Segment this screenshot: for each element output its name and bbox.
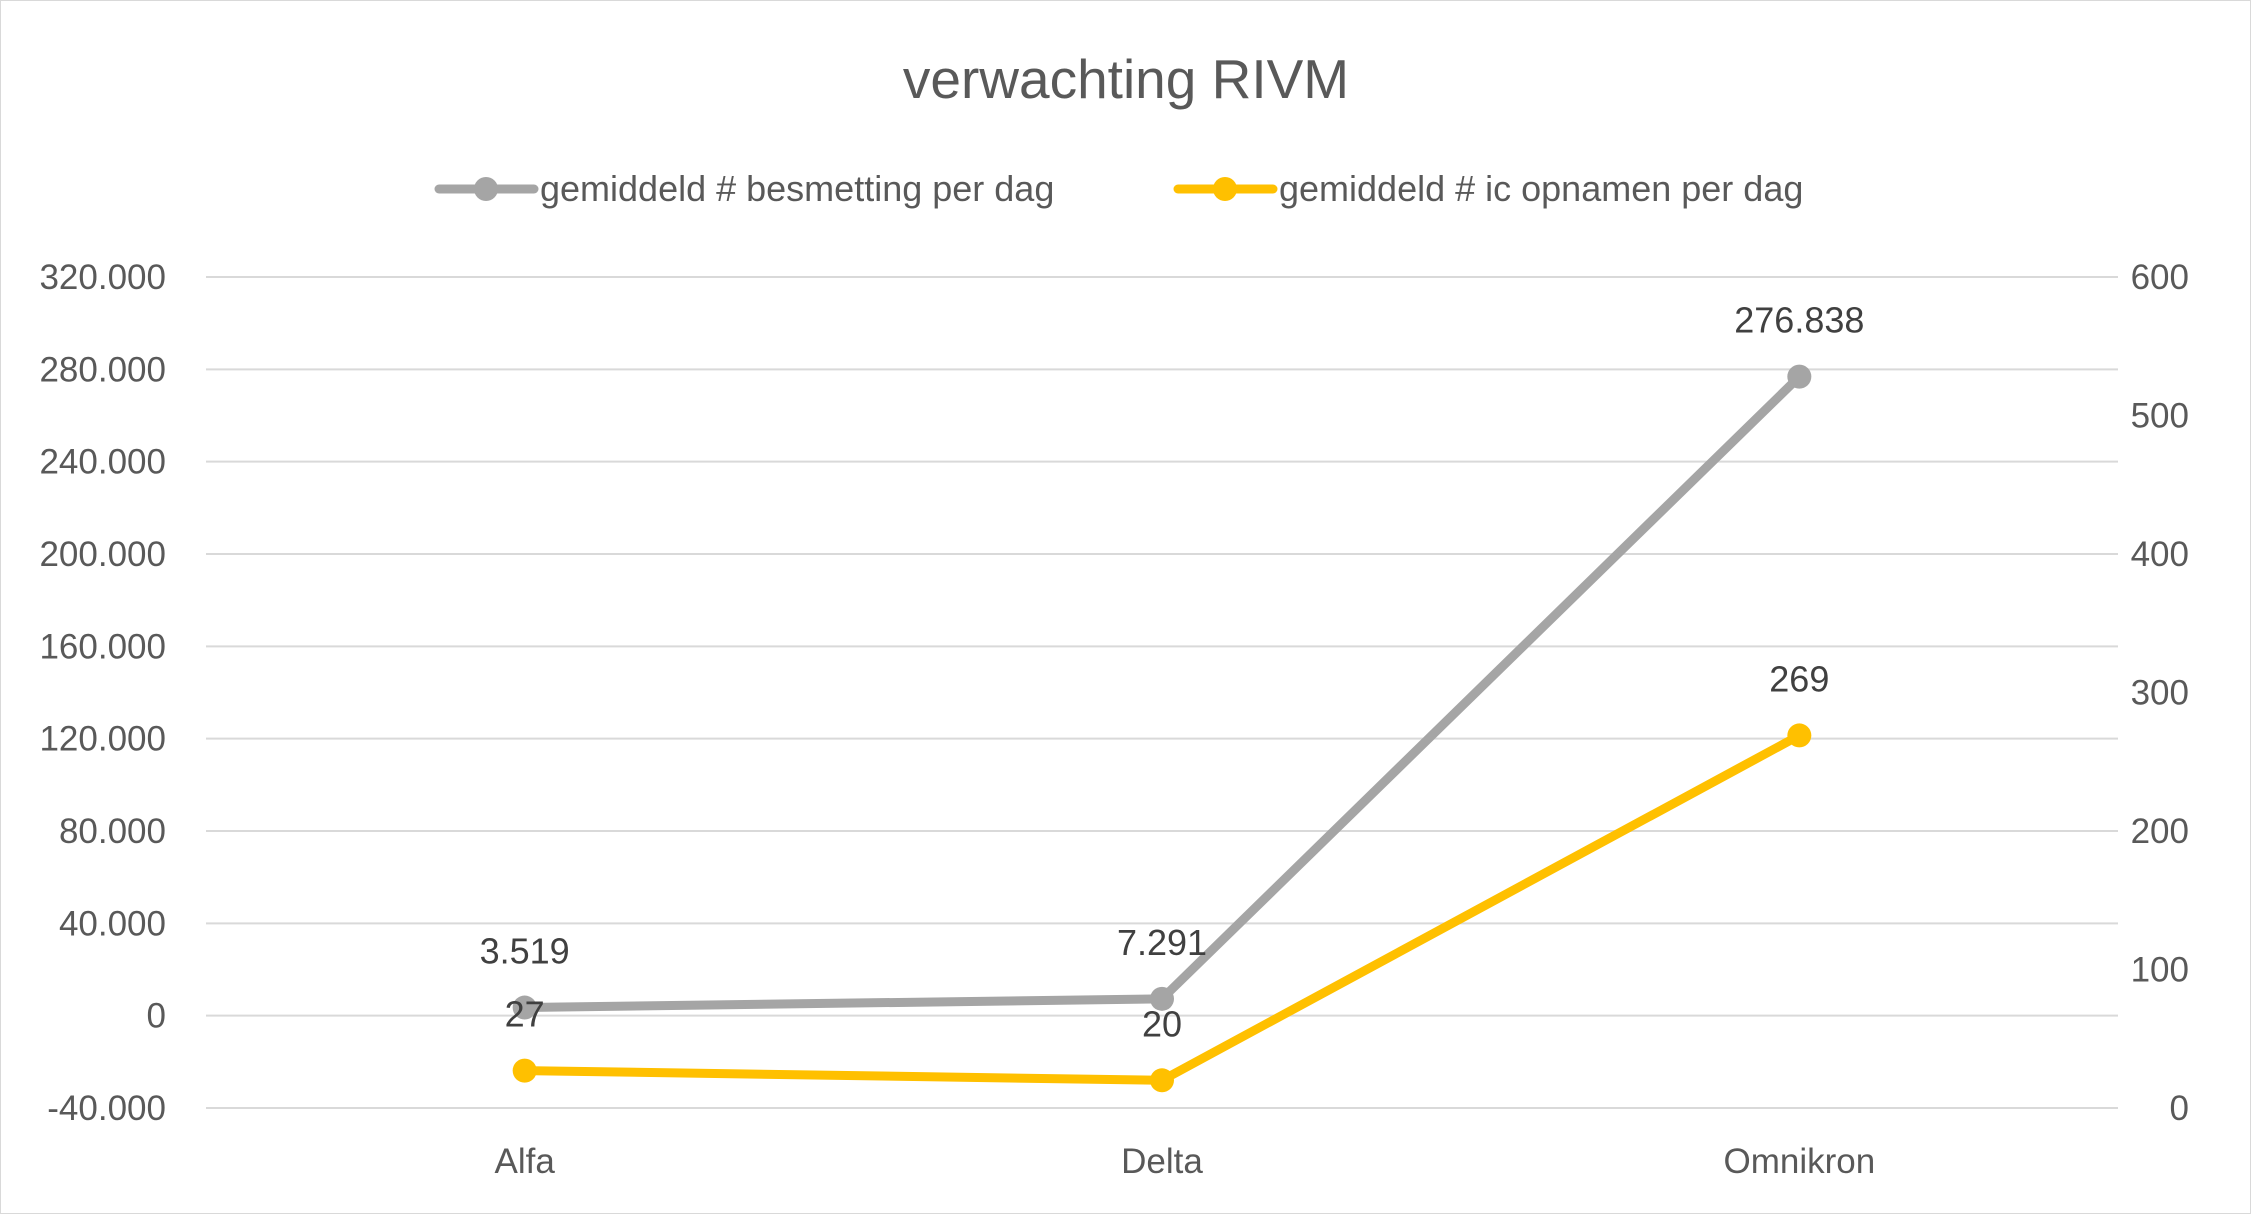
legend-label-2: gemiddeld # ic opnamen per dag [1279, 168, 1803, 209]
left-tick-label: 320.000 [39, 258, 166, 297]
data-label: 269 [1769, 658, 1829, 699]
data-point [1150, 986, 1174, 1011]
category-label: Omnikron [1723, 1142, 1875, 1181]
data-label: 276.838 [1734, 300, 1864, 341]
left-axis: -40.000 0 40.000 80.000 120.000 160.000 200.00… [39, 258, 166, 1128]
data-label: 3.519 [480, 931, 570, 972]
legend: gemiddeld # besmetting per dag gemiddeld … [434, 168, 1803, 209]
data-point [1787, 723, 1812, 748]
right-tick-label: 600 [2131, 258, 2189, 297]
series-layer [512, 364, 1812, 1093]
left-tick-label: 120.000 [39, 720, 166, 759]
x-axis: Alfa Delta Omnikron [495, 1142, 1876, 1181]
legend-marker-2 [1213, 177, 1237, 201]
data-point [512, 1058, 537, 1083]
series-line-1 [520, 372, 1804, 1013]
left-tick-label: 80.000 [59, 812, 166, 851]
category-label: Delta [1121, 1142, 1203, 1181]
chart-title: verwachting RIVM [903, 48, 1349, 110]
left-tick-label: -40.000 [47, 1089, 166, 1128]
gridlines [206, 276, 2118, 1109]
right-tick-label: 500 [2131, 397, 2189, 436]
data-labels: 3.519 7.291 276.838 27 20 269 [480, 300, 1865, 1045]
category-label: Alfa [495, 1142, 556, 1181]
left-tick-label: 40.000 [59, 904, 166, 943]
data-point [1787, 364, 1812, 389]
left-tick-label: 160.000 [39, 627, 166, 666]
right-tick-label: 400 [2131, 535, 2189, 574]
left-tick-label: 0 [147, 997, 166, 1036]
left-tick-label: 200.000 [39, 535, 166, 574]
data-point [1150, 1068, 1174, 1093]
right-tick-label: 0 [2170, 1089, 2189, 1128]
legend-label-1: gemiddeld # besmetting per dag [540, 168, 1054, 209]
data-label: 27 [505, 994, 545, 1035]
left-tick-label: 280.000 [39, 350, 166, 389]
data-point [512, 995, 537, 1020]
data-label: 7.291 [1117, 922, 1207, 963]
right-tick-label: 300 [2131, 674, 2189, 713]
right-axis: 0 100 200 300 400 500 600 [2131, 258, 2189, 1128]
left-tick-label: 240.000 [39, 443, 166, 482]
right-tick-label: 200 [2131, 812, 2189, 851]
data-label: 20 [1142, 1003, 1182, 1044]
legend-marker-1 [474, 177, 498, 201]
right-tick-label: 100 [2131, 951, 2189, 990]
